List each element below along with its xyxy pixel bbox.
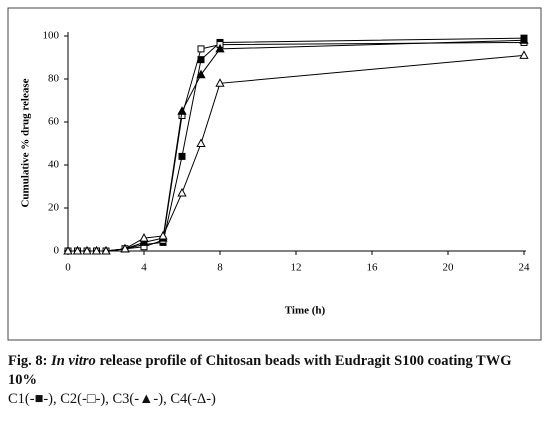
- marker: [178, 152, 186, 160]
- marker: [215, 43, 225, 53]
- series-line: [68, 39, 525, 252]
- marker: [519, 50, 529, 59]
- x-tick-label: 12: [291, 262, 302, 274]
- marker: [72, 245, 83, 255]
- series-line: [68, 37, 525, 252]
- series-line: [68, 54, 525, 252]
- y-axis-label: Cumulative % drug release: [20, 78, 32, 207]
- y-tick-label: 0: [54, 245, 60, 257]
- caption: Fig. 8: In vitro release profile of Chit…: [8, 352, 544, 409]
- x-tick-label: 20: [443, 262, 455, 274]
- y-tick-label: 60: [48, 116, 60, 128]
- marker: [519, 35, 529, 44]
- caption-title: Fig. 8: In vitro release profile of Chit…: [8, 352, 544, 390]
- marker: [196, 138, 206, 147]
- x-tick-label: 8: [217, 262, 223, 274]
- marker: [139, 233, 149, 242]
- series-line: [68, 41, 525, 252]
- x-tick-label: 0: [65, 262, 71, 274]
- marker: [158, 230, 168, 240]
- marker: [196, 69, 206, 79]
- x-axis-label: Time (h): [285, 305, 326, 317]
- marker: [215, 78, 225, 87]
- y-tick-label: 20: [48, 202, 60, 214]
- y-tick-label: 100: [43, 30, 60, 42]
- marker: [63, 245, 73, 255]
- caption-legend: C1(-■-), C2(-□-), C3(-▲-), C4(-Δ-): [8, 391, 216, 407]
- marker: [139, 237, 149, 246]
- x-tick-label: 16: [367, 262, 379, 274]
- marker: [120, 243, 130, 253]
- caption-label: Fig. 8:: [8, 353, 48, 369]
- y-tick-label: 80: [48, 73, 60, 85]
- x-tick-label: 4: [141, 262, 147, 274]
- marker: [177, 187, 187, 197]
- marker: [177, 106, 187, 115]
- marker: [82, 245, 92, 255]
- y-tick-label: 40: [48, 159, 60, 171]
- chart: Time (h) Cumulative % drug release 02040…: [7, 7, 542, 341]
- caption-text: release profile of Chitosan beads with E…: [8, 353, 512, 388]
- chart-border: [7, 7, 542, 341]
- marker: [197, 45, 205, 53]
- marker: [91, 245, 102, 255]
- x-tick-label: 24: [519, 262, 531, 274]
- marker: [101, 245, 111, 255]
- caption-italic: In vitro: [51, 353, 96, 369]
